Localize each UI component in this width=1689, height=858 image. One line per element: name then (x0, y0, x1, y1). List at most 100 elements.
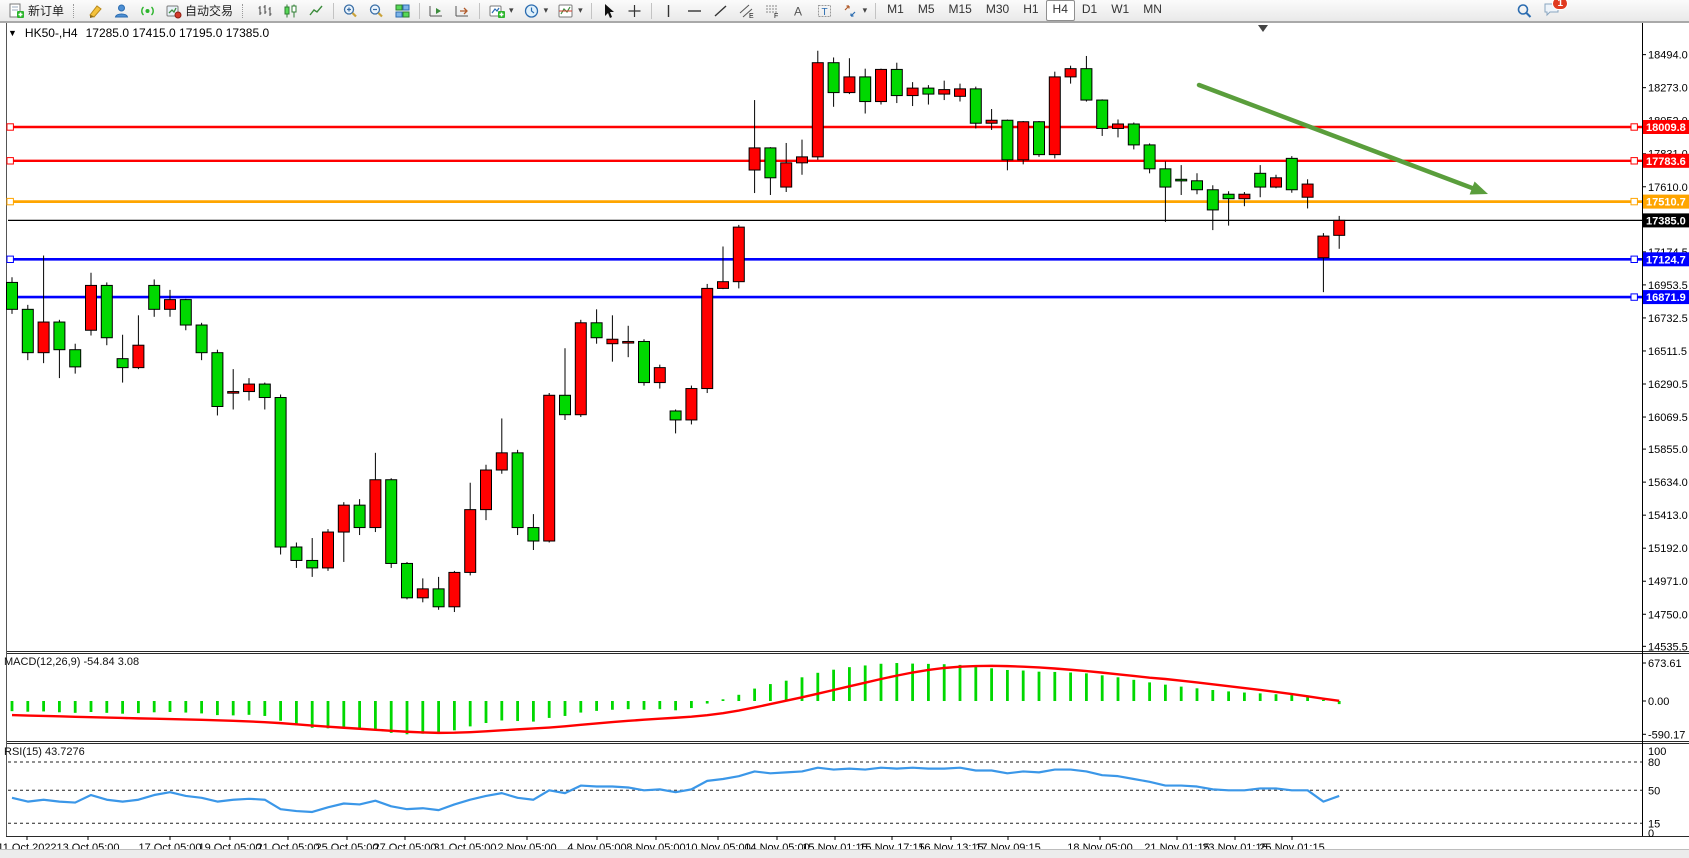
svg-text:17610.0: 17610.0 (1648, 182, 1688, 194)
svg-text:16871.9: 16871.9 (1646, 292, 1686, 304)
equidistant-channel-icon: E (739, 4, 754, 19)
svg-text:673.61: 673.61 (1648, 658, 1682, 670)
timeframe-button-m30[interactable]: M30 (985, 2, 1010, 16)
svg-text:50: 50 (1648, 785, 1660, 797)
timeframe-button-m5[interactable]: M5 (917, 2, 935, 16)
new-order-button[interactable]: 新订单 (4, 2, 68, 20)
svg-text:15: 15 (1648, 818, 1660, 830)
cursor-icon (604, 3, 614, 18)
text-label-tool-button[interactable]: T (812, 2, 837, 20)
svg-text:A: A (794, 4, 802, 18)
hline-handle[interactable] (1630, 123, 1638, 131)
hline-handle[interactable] (1630, 293, 1638, 301)
toolbar-right-group: 1 (1516, 0, 1568, 20)
text-icon: A (794, 4, 802, 18)
periods-button[interactable]: ▾ (519, 2, 553, 20)
chart-plot-area[interactable]: 18494.0 18273.0 18052.0 17831.0 17610.0 17174… (0, 22, 1689, 858)
timeframe-button-d1[interactable]: D1 (1081, 2, 1098, 16)
chart-frame-lines (0, 22, 1689, 858)
crosshair-tool-button[interactable] (622, 2, 647, 20)
timeframe-button-w1[interactable]: W1 (1111, 2, 1130, 16)
candlestick-chart-button[interactable] (278, 2, 303, 20)
svg-text:18052.0: 18052.0 (1648, 116, 1688, 128)
hline-handle[interactable] (1630, 197, 1638, 206)
svg-text:17174.5: 17174.5 (1648, 247, 1688, 259)
svg-text:15413.0: 15413.0 (1648, 510, 1688, 522)
svg-text:14971.0: 14971.0 (1648, 576, 1688, 588)
zoom-out-button[interactable] (364, 2, 389, 20)
chart-shift-button[interactable] (450, 2, 475, 20)
toolbar-separator (333, 2, 335, 19)
svg-text:E: E (749, 13, 754, 19)
arrows-tool-button[interactable]: ▾ (838, 2, 872, 20)
trend-arrow-head[interactable] (1469, 181, 1488, 195)
cursor-tool-button[interactable] (596, 2, 621, 20)
indicators-icon (489, 5, 506, 18)
templates-icon (558, 4, 573, 17)
toolbar-separator (875, 2, 877, 19)
timeframe-button-m15[interactable]: M15 (948, 2, 972, 16)
templates-button[interactable]: ▾ (553, 2, 587, 20)
svg-text:17510.7: 17510.7 (1646, 197, 1686, 209)
bar-chart-button[interactable] (252, 2, 277, 20)
search-icon[interactable] (1516, 3, 1533, 19)
hline-handle[interactable] (6, 157, 14, 165)
horizontal-line-icon (687, 9, 701, 12)
autoscroll-button[interactable] (424, 2, 449, 20)
line-chart-button[interactable] (304, 2, 329, 20)
zoom-in-button[interactable] (338, 2, 363, 20)
timeframe-button-h1[interactable]: H1 (1023, 2, 1039, 16)
chart-shift-marker[interactable] (1258, 25, 1268, 32)
arrow-shapes-icon (844, 4, 856, 17)
svg-text:-590.17: -590.17 (1648, 729, 1685, 741)
highlighter-icon (89, 4, 102, 18)
indicators-button[interactable]: ▾ (484, 2, 518, 20)
timeframe-group: M1 M5 M15 M30 H1 H4 D1 W1 MN (880, 0, 1169, 21)
vertical-line-tool-button[interactable] (656, 2, 681, 20)
hline-handle[interactable] (6, 197, 14, 206)
community-button[interactable] (109, 2, 134, 20)
new-order-label: 新订单 (28, 4, 65, 18)
svg-text:16290.5: 16290.5 (1648, 379, 1688, 391)
hline-handle[interactable] (1630, 255, 1638, 264)
svg-text:16069.5: 16069.5 (1648, 412, 1688, 424)
autotrade-button[interactable]: 自动交易 (161, 2, 237, 20)
hline-handle[interactable] (6, 123, 14, 131)
price-badge-16871.9 (1643, 290, 1689, 305)
trend-arrow-line[interactable] (1196, 82, 1480, 193)
chart-symbol-period: HK50-,H4 (24, 26, 78, 40)
bar-chart-icon (258, 4, 272, 16)
hline-handle[interactable] (6, 255, 14, 264)
horizontal-line-tool-button[interactable] (682, 2, 707, 20)
macd-panel: 673.61 0.00 -590.17 (10, 658, 1685, 741)
hline-handle[interactable] (6, 293, 14, 301)
svg-text:18009.8: 18009.8 (1646, 122, 1686, 134)
channel-tool-button[interactable]: E (734, 2, 759, 20)
timeframe-button-mn[interactable]: MN (1143, 2, 1162, 16)
signals-button[interactable] (135, 2, 160, 20)
autotrade-label: 自动交易 (185, 4, 234, 18)
tile-windows-button[interactable] (390, 2, 415, 20)
signals-icon (141, 5, 154, 16)
svg-text:16953.5: 16953.5 (1648, 280, 1688, 292)
notifications-button[interactable]: 1 (1543, 0, 1568, 20)
svg-text:16511.5: 16511.5 (1648, 346, 1687, 358)
svg-text:100: 100 (1648, 746, 1666, 758)
timeframe-button-m1[interactable]: M1 (887, 2, 904, 16)
hline-handle[interactable] (1630, 157, 1638, 165)
highlighter-button[interactable] (83, 2, 108, 20)
timeframe-button-h4[interactable]: H4 (1045, 0, 1075, 21)
fibonacci-tool-button[interactable]: F (760, 2, 785, 20)
collapse-triangle-icon[interactable]: ▼ (8, 28, 17, 38)
toolbar-grip (242, 3, 248, 18)
price-axis[interactable]: 18494.0 18273.0 18052.0 17831.0 17610.0 17174… (1642, 50, 1689, 654)
toolbar-separator (419, 2, 421, 19)
candlestick-chart-icon (284, 4, 297, 17)
trendline-tool-button[interactable] (708, 2, 733, 20)
svg-text:F: F (774, 13, 778, 19)
svg-text:17385.0: 17385.0 (1646, 215, 1686, 227)
candles-layer (6, 50, 1346, 613)
text-tool-button[interactable]: A (786, 2, 811, 20)
